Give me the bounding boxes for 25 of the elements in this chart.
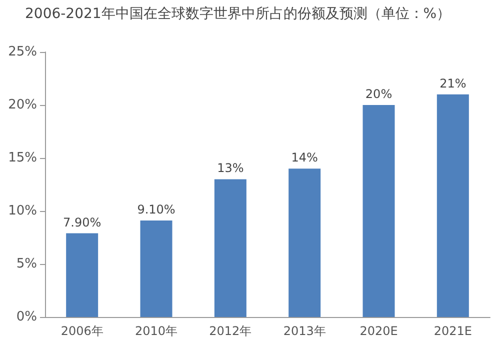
x-tick-label: 2010年 <box>134 324 178 338</box>
y-tick-label: 10% <box>8 204 37 218</box>
y-tick-label: 5% <box>16 256 37 272</box>
x-tick-label: 2021E <box>434 324 472 338</box>
bar <box>140 220 172 317</box>
y-tick-label: 0% <box>16 310 37 324</box>
y-tick-label: 20% <box>8 98 37 112</box>
x-tick-label: 2006年 <box>60 324 104 338</box>
x-tick-label: 2020E <box>360 324 398 338</box>
bar <box>436 94 469 317</box>
bar <box>66 233 98 317</box>
data-label: 14% <box>291 150 318 165</box>
bar <box>362 105 395 317</box>
data-label: 20% <box>365 87 392 101</box>
y-tick-label: 25% <box>8 44 37 60</box>
chart-title: 2006-2021年中国在全球数字世界中所占的份额及预测（单位：%） <box>25 6 451 22</box>
x-tick-label: 2013年 <box>283 324 326 338</box>
x-tick-label: 2012年 <box>209 324 252 338</box>
bar <box>214 179 246 317</box>
data-label: 13% <box>217 161 244 176</box>
data-label: 7.90% <box>63 215 102 230</box>
data-label: 21% <box>440 76 466 90</box>
data-label: 9.10% <box>137 202 176 217</box>
y-tick-label: 15% <box>8 150 37 166</box>
bar <box>288 168 321 317</box>
